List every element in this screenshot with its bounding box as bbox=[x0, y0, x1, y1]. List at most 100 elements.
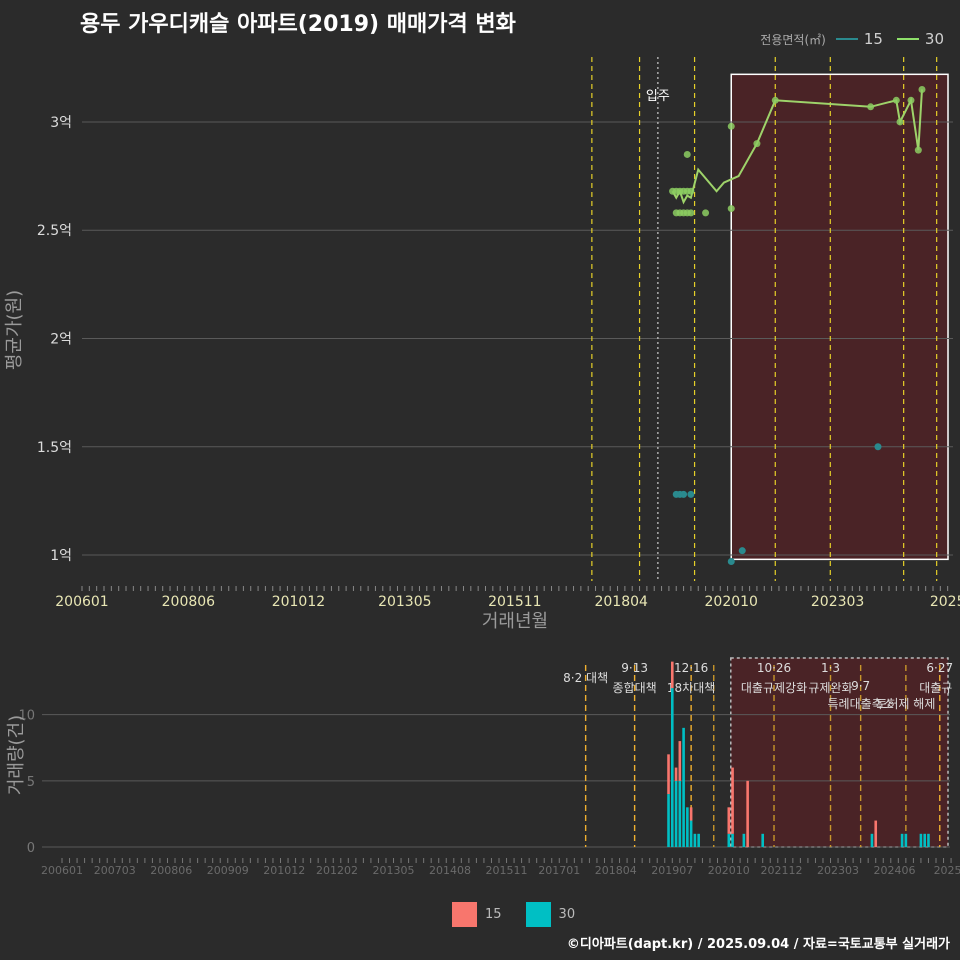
policy-date: 10·26 bbox=[757, 661, 791, 675]
series-30-point bbox=[753, 140, 761, 148]
legend-box-15 bbox=[452, 902, 477, 927]
volume-bar-30 bbox=[727, 833, 731, 848]
series-15-point bbox=[680, 490, 688, 498]
series-30-point bbox=[727, 122, 735, 130]
volume-x-tick-label: 202010 bbox=[708, 864, 750, 877]
policy-date: 12·16 bbox=[674, 661, 708, 675]
volume-x-tick-label: 200909 bbox=[207, 864, 249, 877]
volume-bar-15 bbox=[727, 807, 731, 834]
series-15-point bbox=[874, 443, 882, 451]
y-axis-title: 평균가(원) bbox=[4, 290, 25, 370]
legend-top-label: 전용면적(㎡) bbox=[760, 32, 826, 47]
y-tick-label: 3억 bbox=[50, 115, 72, 131]
y-tick-label: 2.5억 bbox=[37, 223, 72, 239]
policy-label: 특례대출축소 bbox=[828, 697, 894, 711]
policy-label: 규제완화 bbox=[808, 681, 852, 695]
volume-bar-15 bbox=[674, 767, 678, 781]
policy-label: 8·2 대책 bbox=[563, 670, 608, 685]
volume-x-tick-label: 20250 bbox=[934, 864, 960, 877]
legend-top: 전용면적(㎡) 15 30 bbox=[760, 30, 952, 48]
policy-label: 토허제 해제 bbox=[876, 697, 935, 711]
legend-label-30: 30 bbox=[924, 30, 944, 48]
volume-bar-15 bbox=[667, 754, 670, 795]
volume-bar-30 bbox=[870, 833, 874, 848]
volume-bar-30 bbox=[678, 780, 682, 848]
policy-date: 6·27 bbox=[926, 661, 953, 675]
y-tick-label: 1억 bbox=[50, 548, 72, 564]
volume-bar-15 bbox=[689, 807, 693, 821]
volume-bar-15 bbox=[746, 780, 749, 848]
series-30-point bbox=[907, 96, 915, 104]
volume-x-tick-label: 201907 bbox=[651, 864, 693, 877]
volume-bar-30 bbox=[900, 833, 904, 848]
x-axis-title: 거래년월 bbox=[482, 611, 548, 632]
x-tick-label: 201305 bbox=[378, 594, 431, 610]
series-15-point bbox=[687, 490, 695, 498]
series-30-point bbox=[683, 150, 691, 158]
x-tick-label: 200806 bbox=[162, 594, 216, 610]
series-30-point bbox=[918, 85, 926, 93]
legend-bottom-label-30: 30 bbox=[558, 907, 576, 922]
series-15-point bbox=[738, 547, 746, 555]
policy-label: 18차대책 bbox=[667, 680, 715, 695]
volume-bar-15 bbox=[874, 820, 878, 848]
volume-highlight-region bbox=[730, 657, 949, 848]
y-tick-label: 1.5억 bbox=[37, 440, 72, 456]
series-30-point bbox=[892, 96, 900, 104]
volume-x-tick-label: 202406 bbox=[874, 864, 916, 877]
volume-bar-30 bbox=[697, 833, 700, 848]
volume-x-tick-label: 201012 bbox=[263, 864, 305, 877]
volume-y-axis-title: 거래량(건) bbox=[6, 715, 27, 795]
volume-bar-30 bbox=[689, 820, 693, 848]
volume-x-tick-label: 201305 bbox=[373, 864, 415, 877]
policy-label: 종합대책 bbox=[613, 680, 657, 695]
x-tick-label: 201511 bbox=[488, 594, 541, 610]
volume-bar-15 bbox=[678, 741, 682, 781]
series-30-point bbox=[687, 209, 695, 217]
volume-x-tick-label: 201804 bbox=[595, 864, 637, 877]
policy-date: 9·13 bbox=[621, 661, 648, 675]
y-tick-label: 2억 bbox=[50, 331, 72, 347]
legend-bottom-label-15: 15 bbox=[485, 907, 502, 922]
volume-bar-30 bbox=[686, 807, 689, 848]
volume-bar-30 bbox=[923, 833, 926, 848]
volume-x-tick-label: 201511 bbox=[486, 864, 528, 877]
chart-title: 용두 가우디캐슬 아파트(2019) 매매가격 변화 bbox=[80, 12, 516, 37]
volume-x-tick-label: 200703 bbox=[94, 864, 136, 877]
series-30-point bbox=[687, 187, 695, 195]
volume-bar-30 bbox=[927, 833, 930, 848]
x-tick-label: 201804 bbox=[594, 594, 648, 610]
x-tick-label: 202010 bbox=[705, 594, 758, 610]
volume-x-tick-label: 202112 bbox=[761, 864, 803, 877]
volume-bar-15 bbox=[731, 767, 734, 834]
volume-x-tick-label: 200601 bbox=[41, 864, 83, 877]
volume-bar-30 bbox=[904, 833, 908, 848]
policy-label: 대출규 bbox=[919, 681, 952, 695]
volume-x-tick-label: 201202 bbox=[316, 864, 358, 877]
legend-bottom: 15 30 bbox=[452, 902, 591, 927]
footer-credit: ©디아파트(dapt.kr) / 2025.09.04 / 자료=국토교통부 실… bbox=[566, 937, 950, 952]
volume-bar-30 bbox=[742, 833, 746, 848]
volume-bar-30 bbox=[731, 833, 734, 848]
volume-bar-30 bbox=[761, 833, 765, 848]
highlight-region bbox=[730, 73, 949, 561]
volume-bar-30 bbox=[670, 688, 674, 848]
series-30-point bbox=[771, 96, 779, 104]
volume-bar-30 bbox=[919, 833, 923, 848]
series-30-point bbox=[867, 103, 875, 111]
volume-bar-30 bbox=[674, 780, 678, 848]
volume-x-tick-label: 201408 bbox=[429, 864, 471, 877]
volume-y-tick-label: 10 bbox=[18, 709, 35, 724]
volume-x-tick-label: 200806 bbox=[150, 864, 192, 877]
legend-swatch-15 bbox=[835, 38, 858, 40]
series-30-line bbox=[671, 89, 923, 205]
policy-label: 대출규제강화 bbox=[741, 681, 807, 695]
series-30-point bbox=[896, 118, 904, 126]
volume-bar-30 bbox=[693, 833, 697, 848]
volume-bar-30 bbox=[682, 727, 685, 848]
volume-x-tick-label: 202303 bbox=[817, 864, 859, 877]
x-tick-label: 202303 bbox=[811, 594, 864, 610]
policy-date: 9·7 bbox=[851, 679, 870, 693]
series-15-point bbox=[727, 558, 735, 566]
